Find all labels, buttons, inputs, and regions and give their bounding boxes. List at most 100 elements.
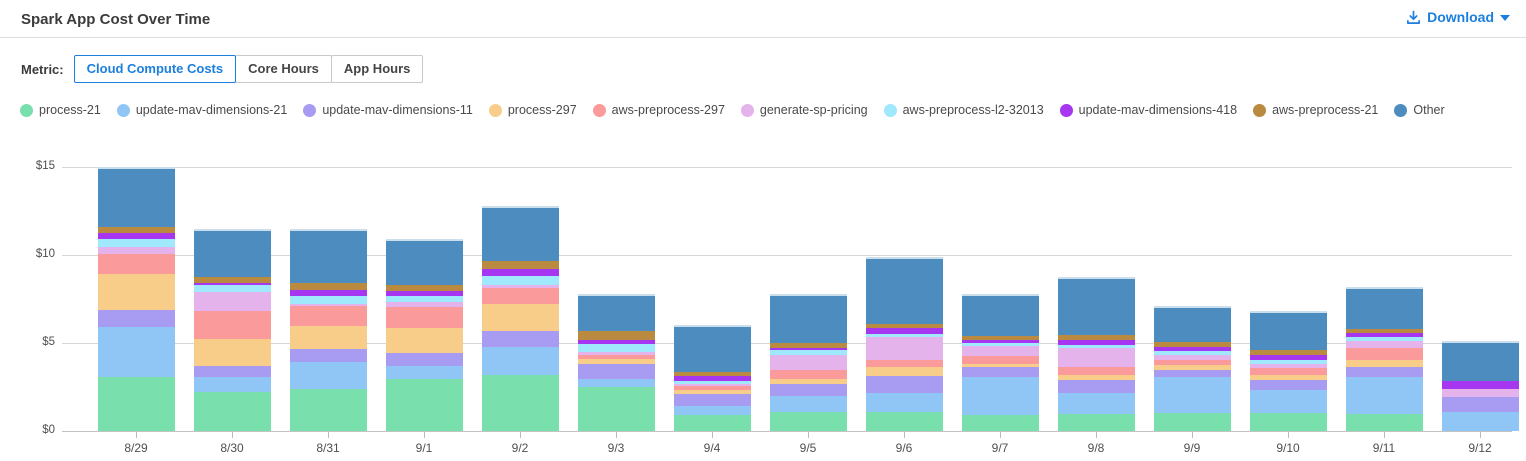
bar-segment[interactable] <box>289 283 367 291</box>
bar-segment[interactable] <box>481 374 559 431</box>
bar-segment[interactable] <box>97 233 175 239</box>
bar-segment[interactable] <box>673 372 751 376</box>
bar-segment[interactable] <box>289 228 367 284</box>
bar-segment[interactable] <box>577 344 655 352</box>
bar-segment[interactable] <box>673 389 751 395</box>
bar[interactable] <box>193 228 271 431</box>
bar-segment[interactable] <box>289 306 367 327</box>
bar-segment[interactable] <box>193 376 271 393</box>
bar[interactable] <box>385 238 463 431</box>
bar-segment[interactable] <box>769 354 847 370</box>
bar[interactable] <box>673 324 751 431</box>
bar-segment[interactable] <box>577 358 655 365</box>
bar-segment[interactable] <box>769 293 847 344</box>
bar-segment[interactable] <box>1345 347 1423 360</box>
bar-segment[interactable] <box>193 292 271 311</box>
bar-segment[interactable] <box>1249 354 1327 360</box>
bar-segment[interactable] <box>385 295 463 302</box>
bar-segment[interactable] <box>289 303 367 307</box>
bar-segment[interactable] <box>193 228 271 278</box>
bar-segment[interactable] <box>961 356 1039 365</box>
bar-segment[interactable] <box>865 257 943 324</box>
bar-segment[interactable] <box>97 254 175 274</box>
bar-segment[interactable] <box>1441 380 1519 389</box>
bar-segment[interactable] <box>289 388 367 431</box>
bar-segment[interactable] <box>961 366 1039 377</box>
bar-segment[interactable] <box>1249 380 1327 390</box>
bar-segment[interactable] <box>769 369 847 380</box>
bar-segment[interactable] <box>865 328 943 335</box>
bar-segment[interactable] <box>1441 341 1519 381</box>
bar-segment[interactable] <box>865 393 943 412</box>
bar-segment[interactable] <box>97 238 175 248</box>
bar-segment[interactable] <box>481 285 559 288</box>
legend-item[interactable]: aws-preprocess-l2-32013 <box>883 103 1044 117</box>
legend-item[interactable]: process-21 <box>20 103 101 117</box>
bar-segment[interactable] <box>289 362 367 389</box>
bar-segment[interactable] <box>577 354 655 359</box>
bar[interactable] <box>481 206 559 431</box>
bar-segment[interactable] <box>961 376 1039 416</box>
bar-segment[interactable] <box>1153 413 1231 431</box>
bar-segment[interactable] <box>193 365 271 377</box>
bar-segment[interactable] <box>961 293 1039 337</box>
bar-segment[interactable] <box>1153 351 1231 356</box>
bar-segment[interactable] <box>577 379 655 388</box>
bar-segment[interactable] <box>961 343 1039 346</box>
bar-segment[interactable] <box>385 328 463 353</box>
bar-segment[interactable] <box>1153 359 1231 366</box>
bar-segment[interactable] <box>481 287 559 304</box>
bar-segment[interactable] <box>769 343 847 348</box>
bar-segment[interactable] <box>673 415 751 431</box>
legend-item[interactable]: aws-preprocess-297 <box>592 103 725 117</box>
bar-segment[interactable] <box>385 379 463 431</box>
bar-segment[interactable] <box>1057 277 1135 336</box>
bar-segment[interactable] <box>865 375 943 394</box>
bar-segment[interactable] <box>481 330 559 347</box>
bar[interactable] <box>961 293 1039 431</box>
bar-segment[interactable] <box>1057 335 1135 340</box>
bar-segment[interactable] <box>1441 411 1519 431</box>
download-button[interactable]: Download <box>1406 9 1510 25</box>
bar-segment[interactable] <box>1441 388 1519 397</box>
bar-segment[interactable] <box>97 309 175 328</box>
bar-segment[interactable] <box>1057 348 1135 367</box>
bar-segment[interactable] <box>673 380 751 384</box>
bar-segment[interactable] <box>1345 366 1423 378</box>
legend-item[interactable]: Other <box>1394 103 1445 117</box>
metric-tab-core-hours[interactable]: Core Hours <box>235 55 332 83</box>
bar-segment[interactable] <box>1153 355 1231 360</box>
bar[interactable] <box>577 293 655 431</box>
bar[interactable] <box>1153 306 1231 431</box>
bar-segment[interactable] <box>289 290 367 296</box>
bar-segment[interactable] <box>673 324 751 373</box>
bar-segment[interactable] <box>961 339 1039 344</box>
bar-segment[interactable] <box>1345 329 1423 334</box>
legend-item[interactable]: process-297 <box>488 103 577 117</box>
bar-segment[interactable] <box>673 386 751 390</box>
bar-segment[interactable] <box>673 375 751 381</box>
bar-segment[interactable] <box>1249 389 1327 414</box>
bar-segment[interactable] <box>577 330 655 340</box>
bar[interactable] <box>865 257 943 431</box>
bar[interactable] <box>1057 277 1135 431</box>
bar-segment[interactable] <box>1249 413 1327 431</box>
bar-segment[interactable] <box>97 247 175 255</box>
bar-segment[interactable] <box>865 323 943 329</box>
bar-segment[interactable] <box>1249 374 1327 381</box>
bar-segment[interactable] <box>385 352 463 366</box>
bar-segment[interactable] <box>1345 286 1423 330</box>
bar-segment[interactable] <box>1057 380 1135 394</box>
bar-segment[interactable] <box>577 364 655 380</box>
bar-segment[interactable] <box>385 307 463 329</box>
legend-item[interactable]: update-mav-dimensions-21 <box>116 103 287 117</box>
bar-segment[interactable] <box>385 291 463 296</box>
bar-segment[interactable] <box>193 283 271 286</box>
bar-segment[interactable] <box>481 260 559 270</box>
bar-segment[interactable] <box>481 206 559 261</box>
bar-segment[interactable] <box>385 301 463 308</box>
bar-segment[interactable] <box>481 269 559 277</box>
bar-segment[interactable] <box>1057 344 1135 349</box>
bar-segment[interactable] <box>97 166 175 228</box>
bar[interactable] <box>1249 310 1327 431</box>
